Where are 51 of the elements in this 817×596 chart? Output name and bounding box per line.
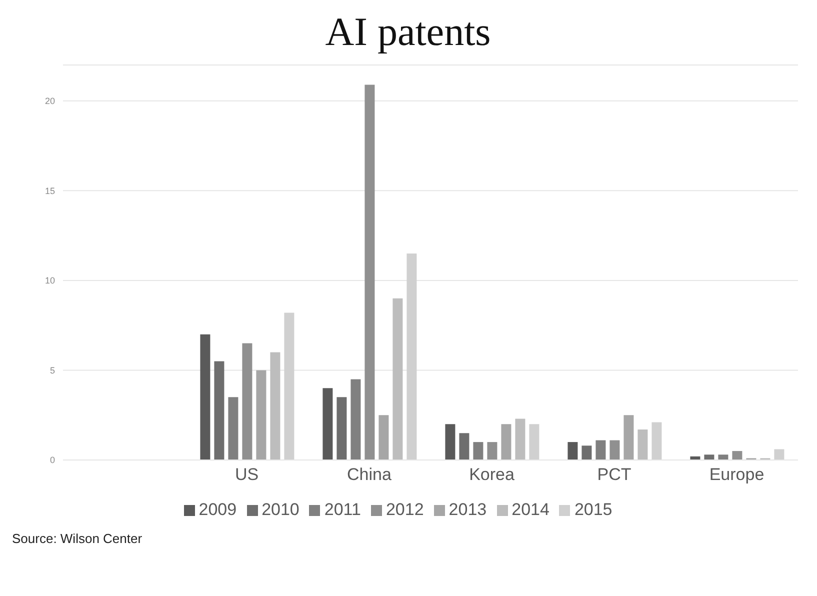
bar: [228, 397, 238, 460]
legend-label: 2013: [448, 500, 487, 519]
bar: [336, 397, 347, 460]
bar: [350, 379, 361, 460]
bar: [487, 442, 498, 460]
y-tick-label: 20: [44, 96, 55, 106]
bar: [445, 424, 456, 460]
bar: [256, 370, 266, 460]
bar: [284, 312, 294, 460]
legend-label: 2014: [512, 500, 550, 519]
legend-label: 2011: [324, 500, 361, 519]
y-tick-label: 5: [50, 365, 55, 376]
y-tick-label: 0: [50, 455, 55, 466]
bar: [529, 424, 540, 460]
bar: [515, 418, 526, 460]
bar: [596, 440, 606, 460]
bar: [610, 440, 620, 460]
legend-label: 2015: [574, 500, 612, 519]
bar: [214, 361, 224, 460]
legend-label: 2012: [386, 500, 424, 519]
y-tick-label: 10: [44, 276, 55, 286]
bar: [704, 454, 714, 460]
bar: [364, 84, 375, 460]
bar: [459, 433, 470, 460]
bar: [406, 254, 417, 460]
x-tick-label: Korea: [469, 465, 515, 484]
bar: [582, 446, 592, 460]
bar: [732, 451, 742, 460]
bar: [322, 388, 333, 460]
bar: [392, 298, 403, 460]
bar: [473, 442, 484, 460]
bar: [270, 352, 280, 460]
bar: [652, 422, 662, 460]
bar: [624, 415, 634, 460]
source-note: Source: Wilson Center: [12, 531, 144, 546]
bar: [501, 424, 512, 460]
bar: [378, 415, 389, 460]
bar: [638, 429, 648, 460]
bar: [774, 449, 784, 460]
bar: [200, 334, 210, 460]
y-tick-label: 15: [44, 186, 55, 196]
bar: [568, 442, 578, 460]
bar: [242, 343, 252, 460]
legend-label: 2010: [262, 500, 300, 519]
chart-title: AI patents: [324, 8, 492, 55]
x-tick-label: US: [234, 465, 259, 484]
bar: [718, 454, 728, 460]
legend-label: 2009: [198, 500, 237, 519]
x-tick-label: Europe: [709, 465, 764, 484]
x-tick-label: China: [347, 465, 392, 484]
x-tick-label: PCT: [597, 465, 632, 484]
